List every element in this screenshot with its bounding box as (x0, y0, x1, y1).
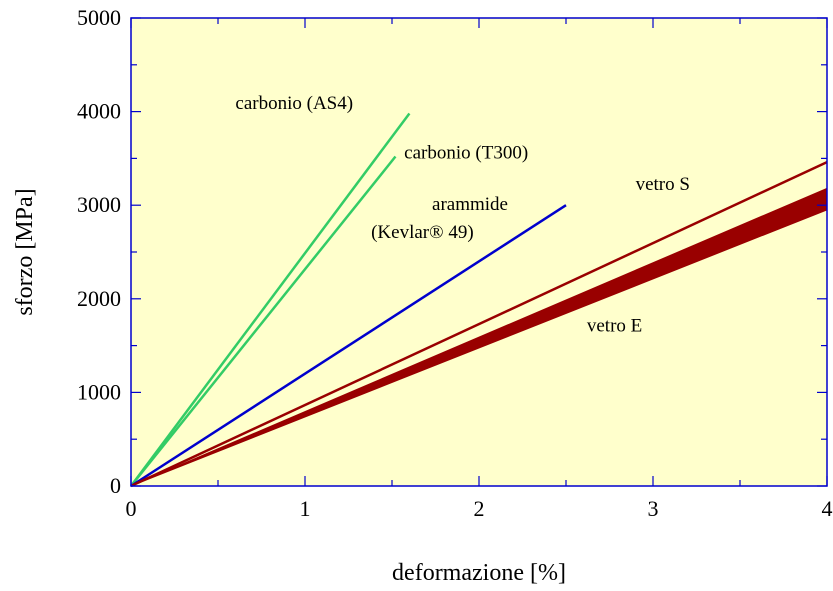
x-tick-label: 4 (822, 496, 833, 521)
y-axis-title: sforzo [MPa] (12, 188, 38, 315)
annotation-kevlar2: (Kevlar® 49) (371, 222, 474, 243)
y-tick-label: 4000 (77, 99, 121, 124)
y-tick-label: 0 (110, 473, 121, 498)
annotation-kevlar1: arammide (432, 194, 508, 215)
chart-marks: carbonio (AS4) carbonio (T300) arammide (Ke… (129, 93, 828, 488)
axis-ticks: 0 1 2 3 4 0 1000 2000 3000 4000 5000 (77, 5, 833, 521)
y-tick-label: 5000 (77, 5, 121, 30)
annotation-as4: carbonio (AS4) (235, 93, 353, 114)
y-tick-label: 2000 (77, 286, 121, 311)
series-vetro-s-line (130, 161, 828, 488)
x-axis-title: deformazione [%] (392, 560, 566, 586)
x-tick-label: 1 (300, 496, 311, 521)
series-kevlar-line (130, 204, 567, 488)
series-as4-line (129, 112, 411, 487)
annotation-vetro-e: vetro E (587, 316, 642, 337)
x-tick-label: 2 (474, 496, 485, 521)
plot-background (131, 18, 827, 486)
y-tick-label: 1000 (77, 379, 121, 404)
annotation-t300: carbonio (T300) (404, 142, 528, 163)
x-tick-label: 0 (126, 496, 137, 521)
annotation-vetro-s: vetro S (636, 174, 690, 195)
x-tick-label: 3 (648, 496, 659, 521)
series-t300-line (130, 155, 397, 487)
y-tick-label: 3000 (77, 192, 121, 217)
